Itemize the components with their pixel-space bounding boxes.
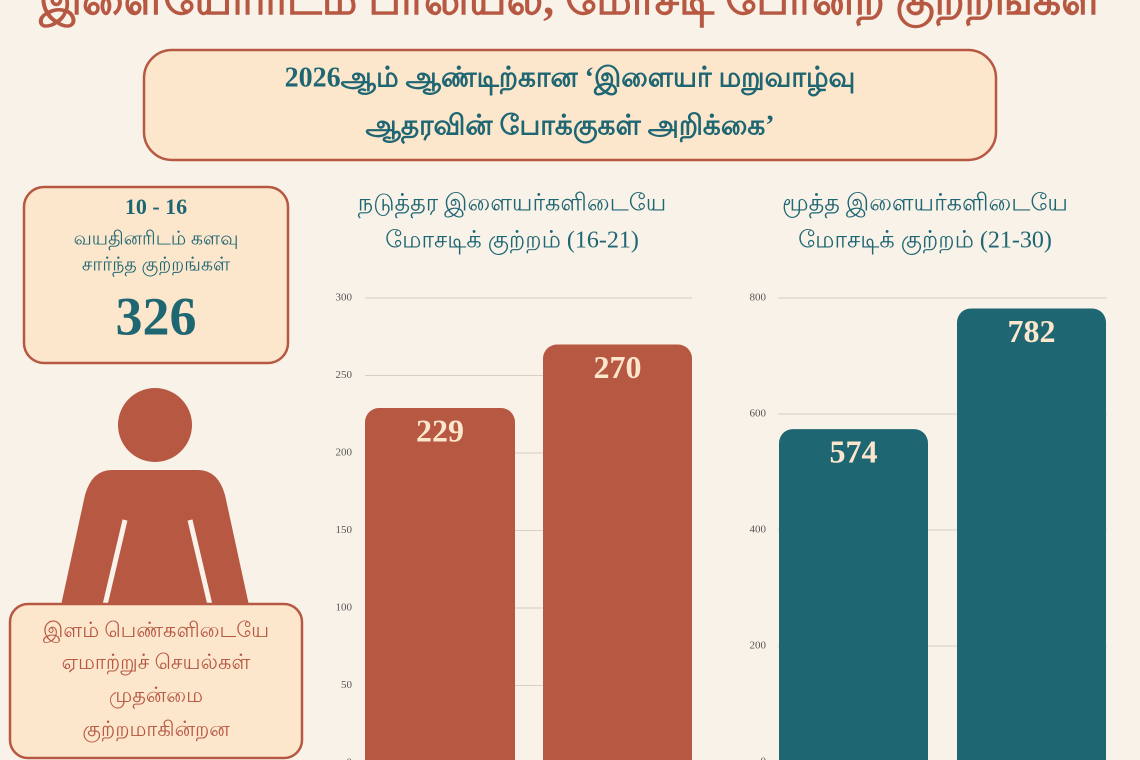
value-label: 270 bbox=[594, 349, 642, 385]
subtitle-box bbox=[142, 48, 998, 162]
y-tick-label: 250 bbox=[336, 369, 353, 381]
subtitle-line: 2026ஆம் ஆண்டிற்கான ‘இளையர் மறுவாழ்வு bbox=[285, 62, 856, 96]
y-tick-label: 50 bbox=[341, 679, 353, 691]
y-tick-label: 300 bbox=[336, 292, 353, 304]
chart-title: மோசடிக் குற்றம் (16-21) bbox=[385, 228, 639, 255]
note-line: குற்றமாகின்றன bbox=[82, 717, 230, 742]
stat-box bbox=[22, 185, 290, 365]
note-line: இளம் பெண்களிடையே bbox=[43, 618, 269, 643]
y-tick-label: 150 bbox=[336, 524, 353, 536]
note-line: ஏமாற்றுச் செயல்கள் bbox=[62, 650, 251, 675]
subtitle-line: ஆதரவின் போக்குகள் அறிக்கை’ bbox=[365, 110, 774, 144]
y-tick-label: 600 bbox=[750, 408, 767, 420]
bar bbox=[543, 344, 692, 760]
y-tick-label: 400 bbox=[750, 524, 767, 536]
y-tick-label: 800 bbox=[750, 292, 767, 304]
person-body bbox=[60, 470, 250, 610]
chart-title: நடுத்தர இளையர்களிடையே bbox=[358, 191, 667, 219]
note-box bbox=[8, 602, 304, 760]
stat-value: 326 bbox=[116, 286, 197, 346]
value-label: 782 bbox=[1008, 313, 1056, 349]
value-label: 229 bbox=[416, 412, 464, 448]
y-tick-label: 200 bbox=[750, 640, 767, 652]
stat-line: சார்ந்த குற்றங்கள் bbox=[82, 254, 231, 276]
y-tick-label: 0 bbox=[761, 756, 767, 760]
person-arm bbox=[187, 519, 213, 606]
person-arm bbox=[102, 519, 128, 606]
person-icon bbox=[60, 388, 250, 610]
stat-line: வயதினரிடம் களவு bbox=[74, 228, 239, 250]
bar bbox=[779, 429, 928, 760]
y-tick-label: 100 bbox=[336, 602, 353, 614]
stat-line: 10 - 16 bbox=[125, 194, 187, 219]
chart-title: மூத்த இளையர்களிடையே bbox=[782, 191, 1068, 219]
person-head bbox=[118, 388, 192, 462]
y-tick-label: 200 bbox=[336, 447, 353, 459]
bar bbox=[957, 308, 1106, 760]
chart-title: மோசடிக் குற்றம் (21-30) bbox=[798, 228, 1052, 255]
note-line: முதன்மை bbox=[109, 683, 203, 709]
value-label: 574 bbox=[830, 433, 878, 469]
y-tick-label: 0 bbox=[347, 757, 353, 760]
bar bbox=[365, 408, 515, 760]
